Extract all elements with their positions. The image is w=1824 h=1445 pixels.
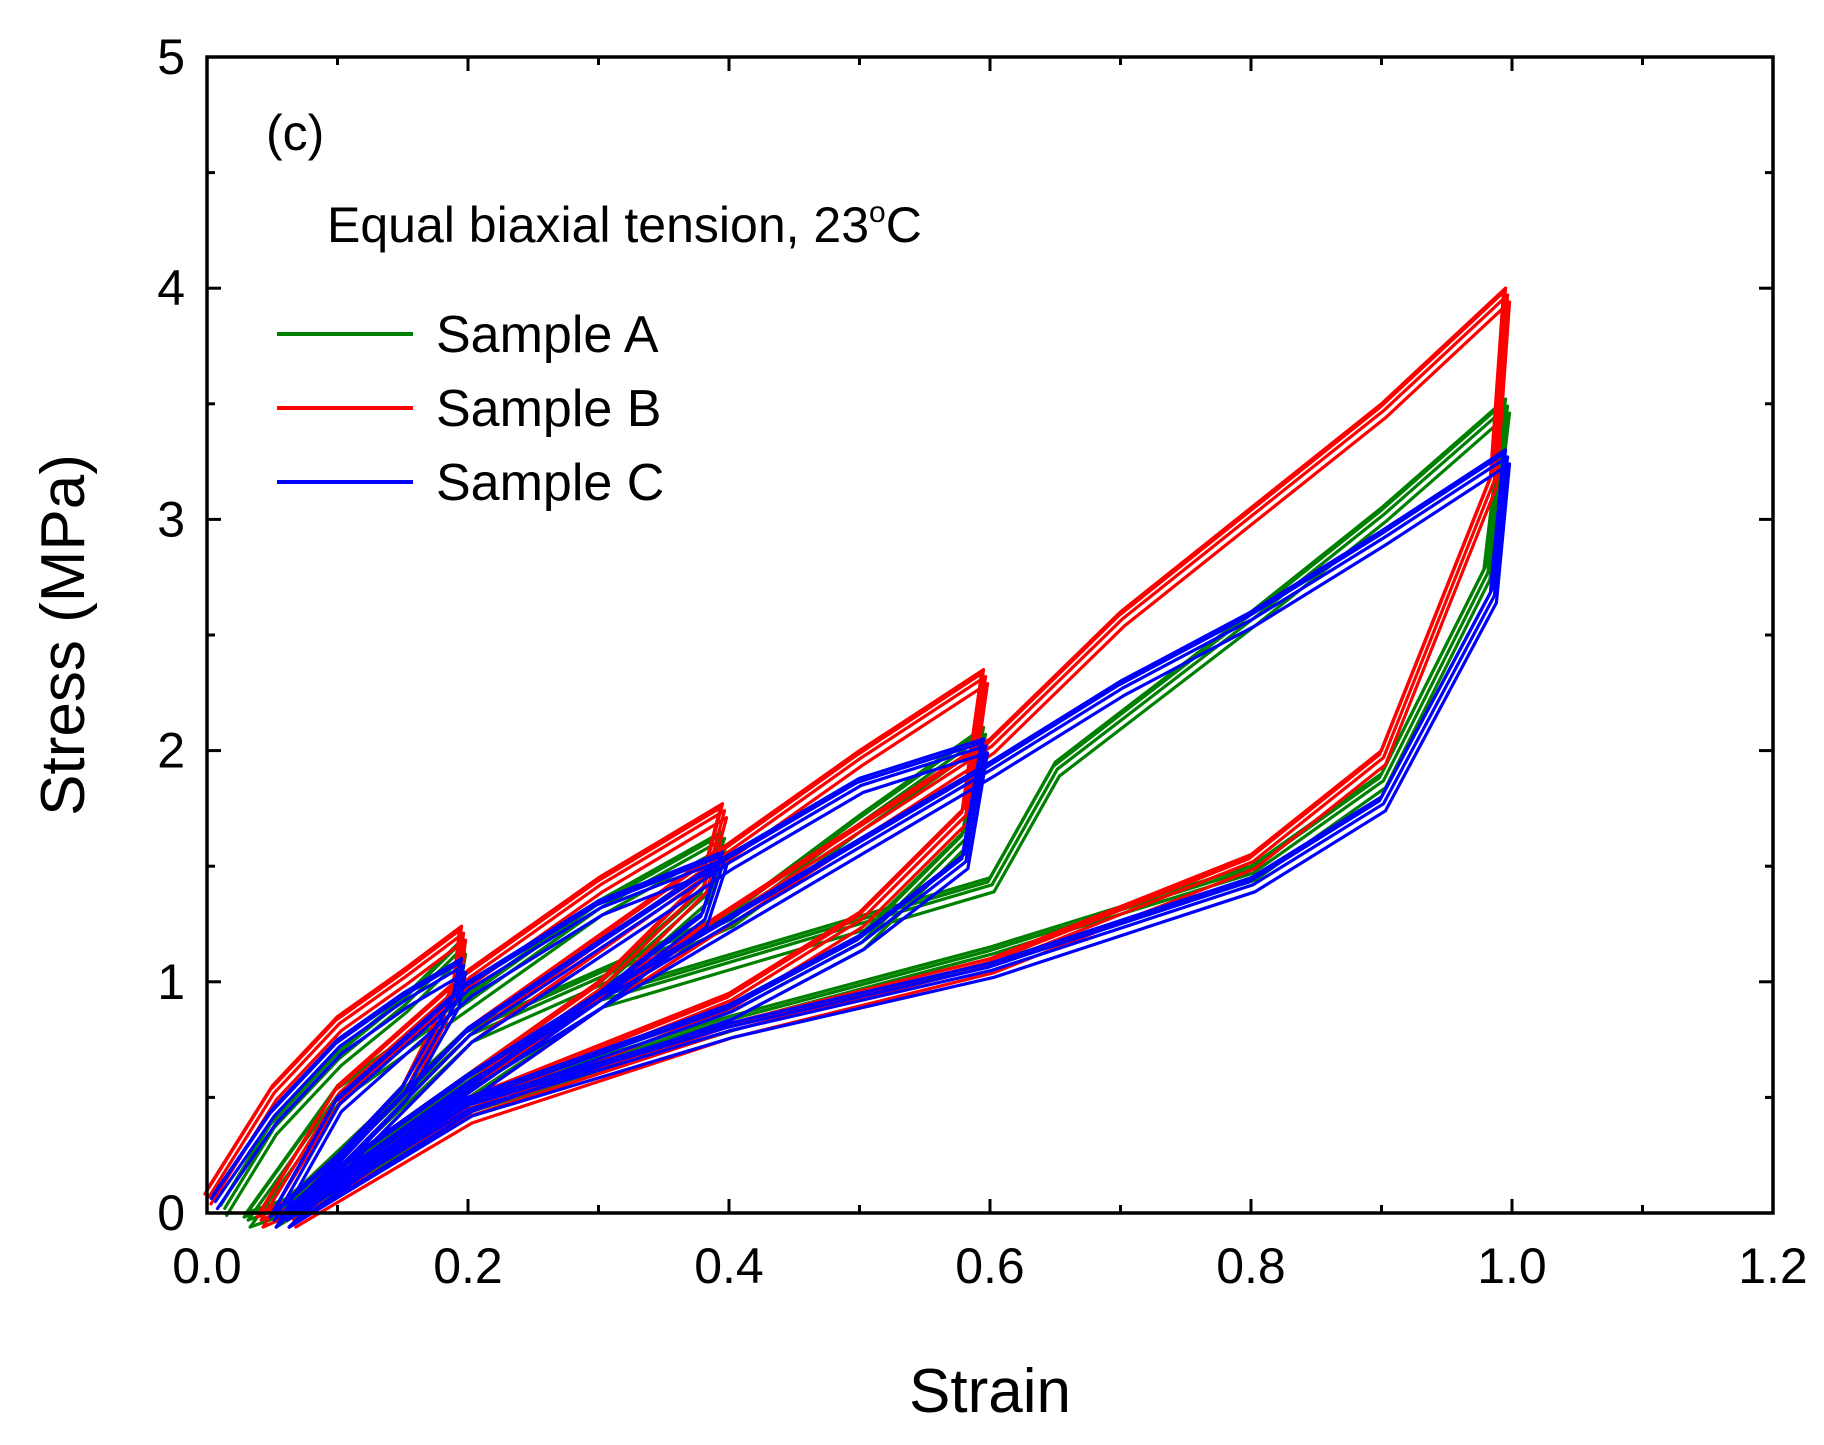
loading-curve: [274, 739, 990, 1229]
series-sample-c: [209, 448, 1512, 1229]
loading-curve: [242, 833, 723, 1219]
degree-sign: o: [869, 196, 886, 229]
loading-curve: [281, 452, 1506, 1219]
x-tick-label: 0.2: [433, 1238, 503, 1294]
x-tick-label: 1.2: [1738, 1238, 1808, 1294]
unloading-curve: [285, 455, 1510, 1222]
x-tick-label: 0.4: [694, 1238, 764, 1294]
y-tick-label: 5: [157, 29, 185, 85]
loading-curve: [261, 816, 729, 1229]
x-tick-label: 1.0: [1477, 1238, 1547, 1294]
y-axis-title: Stress (MPa): [29, 454, 98, 816]
loading-curve: [225, 952, 468, 1217]
loading-curve: [285, 455, 1510, 1222]
panel-label: (c): [266, 105, 324, 161]
series-layer: [203, 286, 1512, 1229]
loading-curve: [215, 971, 468, 1211]
loading-curve: [281, 741, 984, 1219]
loading-curve: [268, 854, 723, 1219]
loading-curve: [287, 751, 990, 1229]
loading-curve: [207, 931, 466, 1199]
loading-curve: [285, 744, 988, 1222]
loading-curve: [287, 462, 1512, 1229]
legend: Sample A Sample B Sample C: [277, 306, 664, 512]
x-tick-label: 0.8: [1216, 1238, 1286, 1294]
y-tick-label: 1: [157, 954, 185, 1010]
unloading-curve: [287, 462, 1512, 1229]
y-tick-label: 3: [157, 491, 185, 547]
legend-label: Sample B: [436, 380, 661, 438]
condition-annotation: Equal biaxial tension, 23oC: [327, 196, 922, 253]
ticks-layer: 0.0 0.2 0.4 0.6 0.8 1.0 1.2 0 1 2 3 4 5: [157, 29, 1808, 1294]
loading-curve: [209, 961, 462, 1201]
loading-curve: [257, 802, 725, 1215]
legend-label: Sample A: [436, 306, 659, 364]
condition-unit: C: [886, 197, 922, 253]
legend-label: Sample C: [436, 454, 664, 512]
loading-curve: [203, 928, 462, 1196]
condition-text: Equal biaxial tension, 23: [327, 197, 869, 253]
unloading-curve: [287, 751, 990, 1229]
x-tick-label: 0.6: [955, 1238, 1025, 1294]
x-axis-title: Strain: [909, 1357, 1071, 1426]
y-tick-label: 4: [157, 260, 185, 316]
loading-curve: [274, 864, 729, 1229]
unloading-curve: [274, 971, 468, 1229]
loading-curve: [283, 448, 1508, 1215]
x-tick-label: 0.0: [172, 1238, 242, 1294]
loading-curve: [213, 964, 466, 1204]
y-tick-label: 2: [157, 723, 185, 779]
loading-curve: [272, 857, 727, 1222]
unloading-curve: [292, 293, 1510, 1222]
y-tick-label: 0: [157, 1185, 185, 1241]
unloading-curve: [281, 452, 1506, 1219]
loading-curve: [223, 945, 466, 1210]
loading-curve: [259, 809, 727, 1222]
